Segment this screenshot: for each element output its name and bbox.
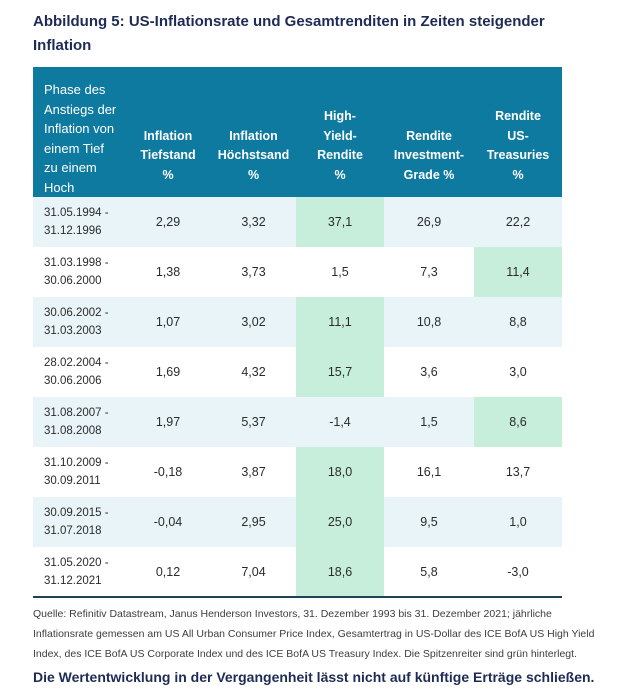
value-cell: 16,1 (416, 465, 442, 479)
value-cell: 1,5 (420, 415, 438, 429)
value-cell: 3,6 (420, 365, 438, 379)
past-performance-disclaimer: Die Wertentwicklung in der Vergangenheit… (33, 669, 595, 685)
table-header-row: Phase des Anstiegs der Inflation von ein… (33, 67, 562, 197)
col-header-inflation-low: Inflation Tiefstand % (125, 67, 211, 197)
value-cell: 5,8 (420, 564, 438, 579)
table-row: 31.08.2007 - 31.08.2008 1,97 5,37 -1,4 1,5 8,… (33, 397, 562, 447)
value-cell: 4,32 (241, 365, 266, 379)
value-cell: 10,8 (416, 315, 442, 329)
value-cell: -3,0 (507, 564, 529, 579)
value-cell: -0,18 (153, 465, 183, 479)
value-cell: 0,12 (155, 564, 181, 579)
value-cell: 1,0 (509, 515, 527, 529)
period-cell: 28.02.2004 - 30.06.2006 (44, 357, 109, 387)
table-body: 31.05.1994 - 31.12.1996 2,29 3,32 37,1 26,9 2… (33, 197, 562, 597)
table-row: 30.09.2015 - 31.07.2018 -0,04 2,95 25,0 9,5 1… (33, 497, 562, 547)
value-cell: 13,7 (505, 465, 531, 479)
value-cell: 2,95 (241, 515, 266, 529)
value-cell: 3,73 (241, 265, 266, 279)
table-row: 31.10.2009 - 30.09.2011 -0,18 3,87 18,0 16,1… (33, 447, 562, 497)
value-cell: 1,38 (155, 265, 181, 279)
value-cell-highlighted: 25,0 (296, 497, 384, 547)
col-header-us-treasuries: Rendite US- Treasuries % (474, 67, 562, 197)
value-cell: 1,07 (155, 315, 181, 329)
value-cell-highlighted: 8,6 (474, 397, 562, 447)
value-cell: 2,29 (155, 215, 181, 229)
table-row: 31.05.1994 - 31.12.1996 2,29 3,32 37,1 26,9 2… (33, 197, 562, 247)
value-cell-highlighted: 18,0 (296, 447, 384, 497)
value-cell: 1,5 (331, 265, 349, 279)
value-cell-highlighted: 11,4 (474, 247, 562, 297)
period-cell: 31.05.1994 - 31.12.1996 (44, 207, 109, 237)
period-cell: 30.09.2015 - 31.07.2018 (44, 507, 109, 537)
value-cell-highlighted: 18,6 (296, 547, 384, 597)
value-cell: -1,4 (329, 415, 351, 429)
period-cell: 31.03.1998 - 30.06.2000 (44, 257, 109, 287)
table-row: 31.03.1998 - 30.06.2000 1,38 3,73 1,5 7,3 11,… (33, 247, 562, 297)
table-row: 30.06.2002 - 31.03.2003 1,07 3,02 11,1 10,8 8… (33, 297, 562, 347)
value-cell-highlighted: 37,1 (296, 197, 384, 247)
value-cell-highlighted: 11,1 (296, 297, 384, 347)
value-cell: 5,37 (241, 415, 266, 429)
col-header-inflation-high: Inflation Höchstsand % (211, 67, 296, 197)
value-cell: 7,04 (241, 564, 266, 579)
inflation-returns-table: Phase des Anstiegs der Inflation von ein… (33, 67, 562, 598)
value-cell: 26,9 (416, 215, 442, 229)
value-cell: 1,97 (155, 415, 181, 429)
col-header-phase: Phase des Anstiegs der Inflation von ein… (33, 67, 125, 197)
col-header-high-yield: High- Yield- Rendite % (296, 67, 384, 197)
period-cell: 31.08.2007 - 31.08.2008 (44, 407, 109, 437)
value-cell: 9,5 (420, 515, 438, 529)
table-row: 28.02.2004 - 30.06.2006 1,69 4,32 15,7 3,6 3,… (33, 347, 562, 397)
period-cell: 31.05.2020 - 31.12.2021 (44, 556, 109, 587)
value-cell: 3,87 (241, 465, 266, 479)
value-cell: 1,69 (155, 365, 181, 379)
period-cell: 30.06.2002 - 31.03.2003 (44, 307, 109, 337)
figure-title: Abbildung 5: US-Inflationsrate und Gesam… (33, 13, 545, 54)
period-cell: 31.10.2009 - 30.09.2011 (44, 457, 109, 487)
source-note: Quelle: Refinitiv Datastream, Janus Hend… (33, 608, 595, 660)
value-cell: -0,04 (153, 515, 183, 529)
value-cell-highlighted: 15,7 (296, 347, 384, 397)
value-cell: 22,2 (505, 215, 531, 229)
table-row: 31.05.2020 - 31.12.2021 0,12 7,04 18,6 5,8 -3… (33, 547, 562, 597)
value-cell: 7,3 (420, 265, 438, 279)
value-cell: 3,0 (509, 365, 527, 379)
value-cell: 3,02 (241, 315, 266, 329)
value-cell: 8,8 (509, 315, 527, 329)
value-cell: 3,32 (241, 215, 266, 229)
col-header-investment-grade: Rendite Investment- Grade % (384, 67, 474, 197)
